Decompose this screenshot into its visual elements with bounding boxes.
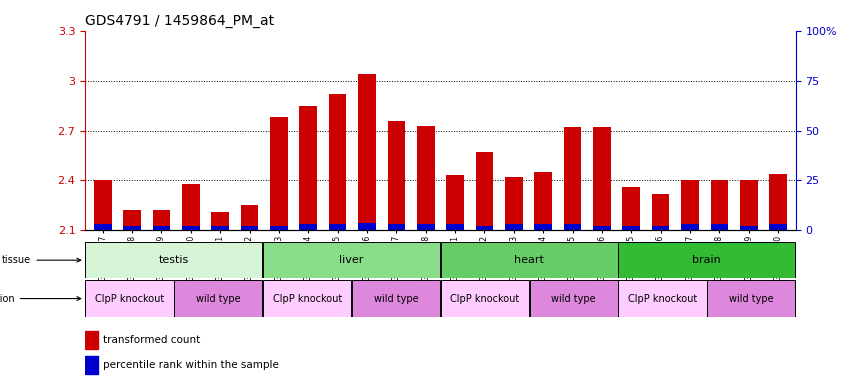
Bar [85, 356, 98, 374]
Bar [711, 180, 728, 230]
Bar [681, 180, 699, 230]
Text: percentile rank within the sample: percentile rank within the sample [103, 360, 279, 370]
Bar [85, 242, 262, 278]
Bar [769, 174, 787, 230]
Bar [85, 280, 174, 317]
Bar [417, 126, 435, 230]
Bar [707, 280, 796, 317]
Bar [263, 280, 351, 317]
Bar [446, 224, 464, 230]
Text: heart: heart [514, 255, 544, 265]
Bar [534, 172, 552, 230]
Bar [123, 226, 141, 230]
Text: GDS4791 / 1459864_PM_at: GDS4791 / 1459864_PM_at [85, 14, 274, 28]
Bar [94, 180, 111, 230]
Text: genotype/variation: genotype/variation [0, 293, 81, 304]
Bar [593, 127, 611, 230]
Text: liver: liver [340, 255, 363, 265]
Bar [652, 194, 670, 230]
Text: testis: testis [159, 255, 189, 265]
Bar [619, 242, 796, 278]
Bar [505, 224, 523, 230]
Bar [446, 175, 464, 230]
Text: ClpP knockout: ClpP knockout [628, 293, 697, 304]
Bar [358, 223, 376, 230]
Bar [182, 184, 200, 230]
Bar [300, 224, 317, 230]
Bar [740, 180, 757, 230]
Text: wild type: wild type [551, 293, 596, 304]
Bar [182, 226, 200, 230]
Bar [328, 224, 346, 230]
Bar [263, 242, 440, 278]
Bar [417, 224, 435, 230]
Bar [476, 226, 494, 230]
Bar [441, 280, 529, 317]
Text: wild type: wild type [374, 293, 419, 304]
Bar [387, 224, 405, 230]
Text: ClpP knockout: ClpP knockout [272, 293, 342, 304]
Bar [174, 280, 262, 317]
Bar [241, 205, 259, 230]
Bar [351, 280, 440, 317]
Bar [534, 224, 552, 230]
Bar [441, 242, 618, 278]
Bar [152, 226, 170, 230]
Text: ClpP knockout: ClpP knockout [450, 293, 519, 304]
Bar [619, 280, 706, 317]
Text: ClpP knockout: ClpP knockout [95, 293, 164, 304]
Bar [211, 226, 229, 230]
Text: brain: brain [693, 255, 722, 265]
Bar [270, 117, 288, 230]
Bar [94, 224, 111, 230]
Bar [211, 212, 229, 230]
Bar [769, 224, 787, 230]
Bar [270, 226, 288, 230]
Bar [740, 226, 757, 230]
Bar [681, 224, 699, 230]
Bar [387, 121, 405, 230]
Bar [622, 226, 640, 230]
Text: transformed count: transformed count [103, 335, 200, 345]
Text: tissue: tissue [3, 255, 81, 265]
Bar [711, 224, 728, 230]
Bar [152, 210, 170, 230]
Bar [123, 210, 141, 230]
Bar [328, 94, 346, 230]
Bar [358, 74, 376, 230]
Bar [505, 177, 523, 230]
Text: wild type: wild type [729, 293, 774, 304]
Bar [563, 127, 581, 230]
Bar [241, 226, 259, 230]
Bar [622, 187, 640, 230]
Bar [476, 152, 494, 230]
Bar [593, 226, 611, 230]
Bar [300, 106, 317, 230]
Bar [652, 226, 670, 230]
Bar [529, 280, 618, 317]
Text: wild type: wild type [196, 293, 241, 304]
Bar [563, 224, 581, 230]
Bar [85, 331, 98, 349]
